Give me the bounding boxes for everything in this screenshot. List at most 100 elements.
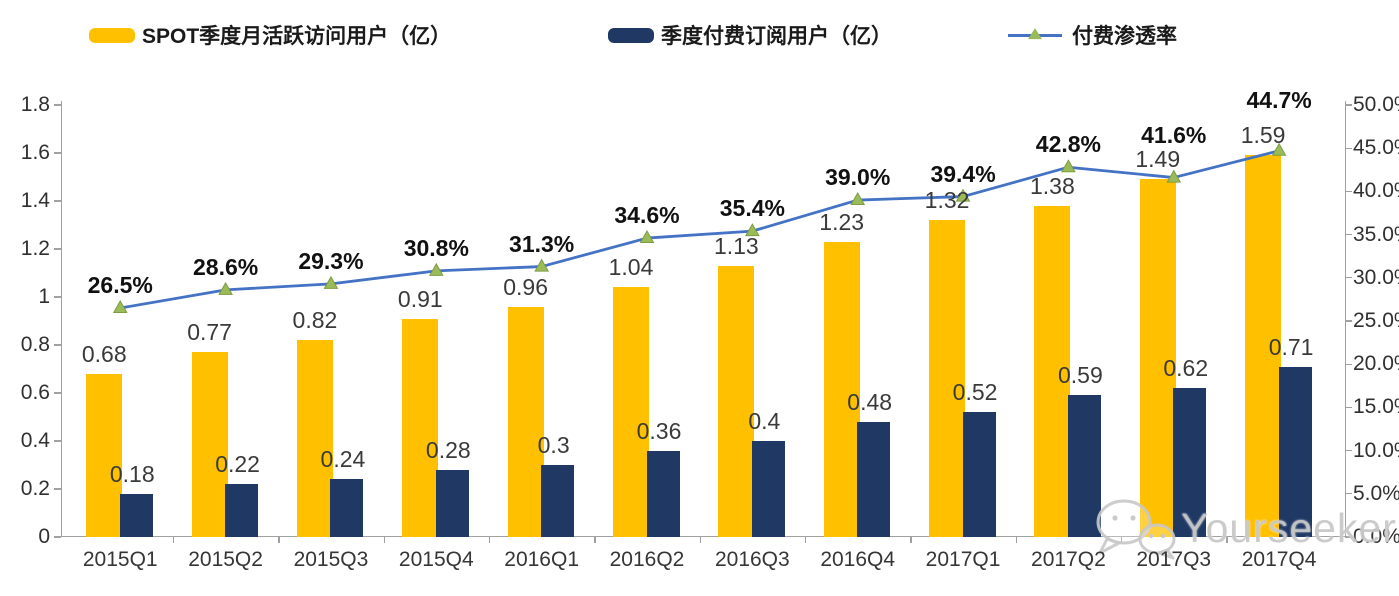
pct-label-2017Q1: 39.4% bbox=[930, 160, 996, 187]
x-tick-label-2016Q2: 2016Q2 bbox=[609, 548, 685, 571]
bar-mau-2015Q1 bbox=[86, 373, 123, 537]
bar-label-mau-2015Q4: 0.91 bbox=[397, 285, 443, 312]
right-axis-label-20.0%: 20.0% bbox=[1353, 352, 1399, 376]
y-axis-right-tick bbox=[1345, 536, 1352, 538]
line-marker-2015Q1 bbox=[112, 300, 128, 314]
right-axis-label-25.0%: 25.0% bbox=[1353, 309, 1399, 332]
x-axis-tick bbox=[699, 537, 702, 543]
y-axis-right-tick bbox=[1345, 493, 1352, 495]
left-axis-label-0.4: 0.4 bbox=[20, 429, 50, 452]
y-axis-right-tick bbox=[1345, 277, 1352, 279]
x-axis-tick bbox=[910, 537, 912, 543]
legend-swatch-subs bbox=[608, 27, 654, 43]
pct-label-2015Q2: 28.6% bbox=[192, 253, 259, 280]
x-tick-label-2015Q4: 2015Q4 bbox=[398, 548, 474, 571]
bar-label-mau-2017Q1: 1.32 bbox=[924, 187, 970, 214]
y-axis-right-tick bbox=[1345, 363, 1352, 365]
bar-label-subs-2017Q3: 0.62 bbox=[1163, 355, 1209, 382]
y-axis-right-tick bbox=[1345, 104, 1352, 106]
bar-label-mau-2016Q3: 1.13 bbox=[713, 232, 759, 259]
bar-label-subs-2017Q2: 0.59 bbox=[1058, 362, 1103, 389]
bar-subs-2016Q4 bbox=[857, 421, 891, 537]
bar-mau-2016Q2 bbox=[613, 287, 649, 537]
x-tick-label-2015Q1: 2015Q1 bbox=[82, 548, 158, 571]
x-axis-tick bbox=[594, 537, 596, 543]
bar-subs-2015Q3 bbox=[330, 479, 364, 537]
bar-subs-2015Q4 bbox=[435, 469, 469, 537]
y-axis-right-tick bbox=[1345, 147, 1352, 149]
legend-item-mau: SPOT季度月活跃访问用户（亿） bbox=[89, 20, 451, 50]
y-axis-right-tick bbox=[1345, 233, 1352, 236]
line-marker-2017Q3 bbox=[1166, 169, 1182, 183]
y-axis-right-spine bbox=[1344, 101, 1346, 537]
pct-label-2016Q2: 34.6% bbox=[614, 202, 680, 229]
y-axis-left-tick bbox=[54, 104, 61, 106]
bar-mau-2017Q4 bbox=[1245, 155, 1282, 537]
pct-label-2016Q1: 31.3% bbox=[509, 230, 575, 257]
bar-label-subs-2015Q4: 0.28 bbox=[425, 436, 471, 463]
pct-label-2017Q4: 44.7% bbox=[1246, 86, 1312, 113]
line-marker-2015Q2 bbox=[218, 281, 233, 295]
line-marker-2017Q2 bbox=[1061, 159, 1076, 173]
left-axis-label-0.2: 0.2 bbox=[20, 477, 50, 500]
x-axis-tick bbox=[383, 537, 386, 543]
line-marker-2016Q4 bbox=[850, 192, 866, 206]
right-axis-label-0.0%: 0.0% bbox=[1353, 525, 1399, 548]
bar-label-mau-2016Q4: 1.23 bbox=[819, 208, 865, 235]
y-axis-left-tick bbox=[54, 392, 61, 394]
bar-mau-2017Q2 bbox=[1034, 205, 1071, 537]
bar-label-subs-2015Q3: 0.24 bbox=[320, 446, 366, 473]
bar-label-mau-2015Q3: 0.82 bbox=[292, 307, 338, 334]
x-axis-tick bbox=[172, 537, 175, 543]
y-axis-left-tick bbox=[54, 152, 61, 154]
legend-label-penetration: 付费渗透率 bbox=[1072, 25, 1177, 48]
line-marker-2016Q3 bbox=[744, 223, 760, 237]
right-axis-label-40.0%: 40.0% bbox=[1353, 179, 1399, 203]
x-tick-label-2016Q3: 2016Q3 bbox=[714, 548, 790, 571]
bar-subs-2015Q2 bbox=[225, 484, 259, 537]
left-axis-label-1.4: 1.4 bbox=[20, 189, 50, 212]
y-axis-right-tick bbox=[1345, 406, 1352, 409]
legend-item-penetration: 付费渗透率 bbox=[1008, 20, 1177, 50]
x-axis-tick bbox=[1226, 537, 1228, 543]
bar-subs-2017Q4 bbox=[1278, 366, 1312, 537]
legend-swatch-mau bbox=[89, 27, 135, 43]
right-axis-label-15.0%: 15.0% bbox=[1353, 395, 1399, 419]
bar-subs-2016Q2 bbox=[646, 450, 680, 537]
bar-mau-2017Q3 bbox=[1139, 179, 1176, 537]
bar-label-mau-2015Q1: 0.68 bbox=[81, 340, 127, 367]
bar-mau-2015Q4 bbox=[402, 318, 439, 537]
x-tick-label-2015Q3: 2015Q3 bbox=[293, 548, 369, 571]
left-axis-label-1.2: 1.2 bbox=[20, 237, 50, 260]
bar-mau-2015Q2 bbox=[191, 352, 228, 537]
x-tick-label-2017Q2: 2017Q2 bbox=[1031, 548, 1106, 571]
bar-label-mau-2017Q4: 1.59 bbox=[1240, 122, 1286, 149]
right-axis-label-45.0%: 45.0% bbox=[1353, 136, 1399, 160]
line-marker-2016Q2 bbox=[639, 230, 655, 244]
right-axis-label-10.0%: 10.0% bbox=[1353, 438, 1399, 462]
left-axis-label-0.6: 0.6 bbox=[20, 381, 50, 404]
right-axis-label-30.0%: 30.0% bbox=[1353, 265, 1399, 289]
x-axis-tick bbox=[488, 537, 491, 543]
x-axis-tick bbox=[1015, 537, 1018, 543]
bar-label-subs-2015Q2: 0.22 bbox=[215, 451, 260, 478]
left-axis-label-0.8: 0.8 bbox=[20, 333, 50, 356]
right-axis-label-5.0%: 5.0% bbox=[1353, 481, 1399, 505]
legend-label-subs: 季度付费订阅用户（亿） bbox=[661, 25, 892, 48]
bar-mau-2016Q1 bbox=[507, 306, 544, 537]
x-tick-label-2016Q4: 2016Q4 bbox=[820, 548, 896, 571]
pct-label-2016Q3: 35.4% bbox=[719, 195, 785, 222]
left-axis-label-0: 0 bbox=[38, 525, 50, 548]
right-axis-label-35.0%: 35.0% bbox=[1353, 222, 1399, 246]
bar-label-subs-2016Q3: 0.4 bbox=[748, 408, 781, 434]
pct-label-2017Q2: 42.8% bbox=[1035, 131, 1101, 158]
y-axis-right-tick bbox=[1345, 449, 1352, 452]
right-axis-label-50.0%: 50.0% bbox=[1353, 93, 1399, 116]
bar-label-mau-2017Q3: 1.49 bbox=[1135, 146, 1181, 173]
y-axis-left-tick bbox=[54, 344, 61, 346]
x-tick-label-2015Q2: 2015Q2 bbox=[188, 548, 263, 571]
x-tick-label-2017Q3: 2017Q3 bbox=[1136, 548, 1212, 571]
bar-mau-2015Q3 bbox=[296, 340, 333, 537]
bar-label-subs-2017Q1: 0.52 bbox=[952, 379, 998, 406]
